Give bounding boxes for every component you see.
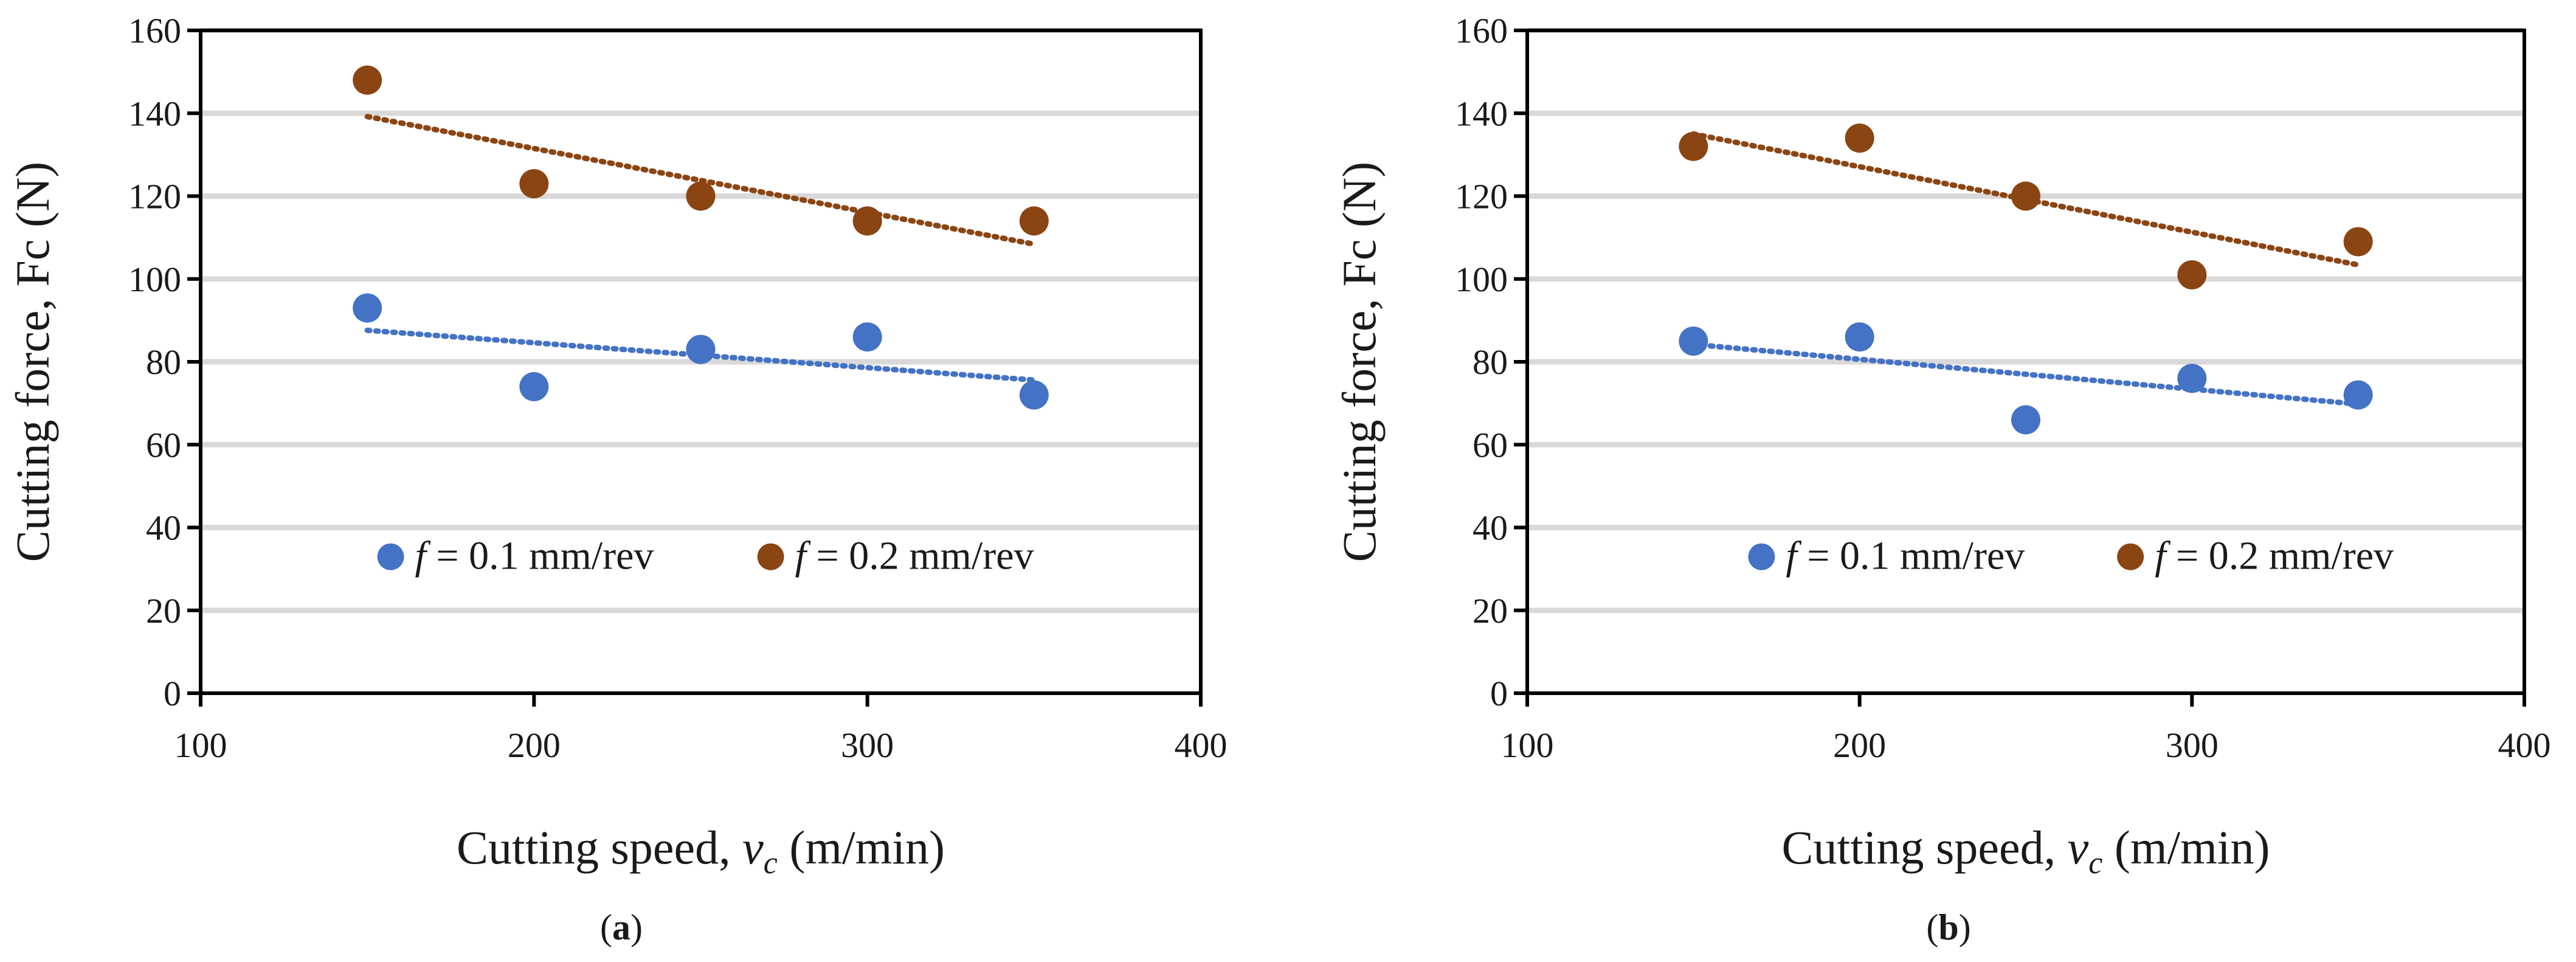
- legend-marker-series-1: [1748, 543, 1775, 570]
- y-tick-label: 0: [1490, 674, 1508, 713]
- x-axis-title: Cutting speed, vc (m/min): [1782, 821, 2270, 881]
- x-tick-label: 300: [2166, 725, 2219, 765]
- data-point-series-1: [2177, 364, 2207, 393]
- data-point-series-1: [686, 334, 716, 364]
- y-tick-label: 100: [128, 260, 181, 299]
- y-tick-label: 60: [1473, 425, 1508, 465]
- data-point-series-1: [1019, 380, 1049, 410]
- trendline-series-1: [1690, 341, 2361, 407]
- y-tick-label: 100: [1455, 260, 1508, 299]
- chart-panel-b: 0 20 40 60 80 100 120 140 160 100 200 300 400 f = 0.1…: [1333, 11, 2551, 947]
- legend-label-series-1: f = 0.1 mm/rev: [1786, 534, 2025, 578]
- trendline-series-2: [364, 114, 1037, 247]
- y-tick-label: 20: [1473, 591, 1508, 631]
- y-tick-label: 140: [1455, 94, 1508, 133]
- data-point-series-2: [2177, 260, 2207, 289]
- data-point-series-2: [353, 65, 382, 95]
- y-tick-label: 0: [164, 674, 181, 713]
- data-point-series-2: [1845, 123, 1874, 153]
- x-tick-label: 400: [1175, 725, 1228, 765]
- data-point-series-2: [2343, 227, 2373, 257]
- data-point-series-1: [1845, 322, 1874, 352]
- data-point-series-1: [353, 293, 382, 323]
- x-tick-label: 100: [174, 725, 227, 765]
- x-axis-title: Cutting speed, vc (m/min): [457, 821, 945, 881]
- y-tick-label: 40: [1473, 508, 1508, 548]
- y-tick-label: 80: [1473, 342, 1508, 382]
- data-point-series-2: [686, 181, 716, 211]
- y-tick-label: 40: [146, 508, 181, 548]
- y-tick-label: 120: [128, 177, 181, 216]
- y-tick-label: 160: [1455, 11, 1508, 50]
- data-point-series-2: [519, 169, 549, 199]
- y-tick-label: 20: [146, 591, 181, 631]
- x-tick-label: 300: [841, 725, 894, 765]
- data-point-series-2: [1019, 206, 1049, 236]
- data-point-series-2: [852, 206, 882, 236]
- y-axis-title: Cutting force, Fc (N): [6, 162, 59, 562]
- x-tick-label: 100: [1501, 725, 1554, 765]
- legend-marker-series-2: [757, 543, 784, 570]
- x-tick-label: 200: [508, 725, 561, 765]
- legend-label-series-1: f = 0.1 mm/rev: [415, 534, 654, 578]
- y-tick-label: 160: [128, 11, 181, 50]
- legend-label-series-2: f = 0.2 mm/rev: [795, 534, 1034, 578]
- x-tick-label: 200: [1833, 725, 1886, 765]
- y-tick-label: 120: [1455, 177, 1508, 216]
- data-point-series-1: [852, 322, 882, 352]
- y-tick-label: 140: [128, 94, 181, 133]
- y-tick-label: 80: [146, 342, 181, 382]
- data-point-series-1: [519, 372, 549, 401]
- chart-panel-a: 0 20 40 60 80 100 120 140 160 100 200 300 400 f = 0.1…: [6, 11, 1228, 947]
- x-tick-label: 400: [2498, 725, 2551, 765]
- legend-label-series-2: f = 0.2 mm/rev: [2155, 534, 2394, 578]
- y-axis-title: Cutting force, Fc (N): [1333, 162, 1386, 562]
- data-point-series-2: [1679, 131, 1708, 161]
- data-point-series-1: [2011, 405, 2040, 435]
- y-tick-label: 60: [146, 425, 181, 465]
- data-point-series-1: [1679, 326, 1708, 356]
- legend-marker-series-2: [2117, 543, 2144, 570]
- legend-marker-series-1: [377, 543, 404, 570]
- panel-caption: (a): [600, 907, 643, 947]
- data-point-series-2: [2011, 181, 2040, 211]
- data-point-series-1: [2343, 380, 2373, 410]
- panel-caption: (b): [1926, 907, 1970, 947]
